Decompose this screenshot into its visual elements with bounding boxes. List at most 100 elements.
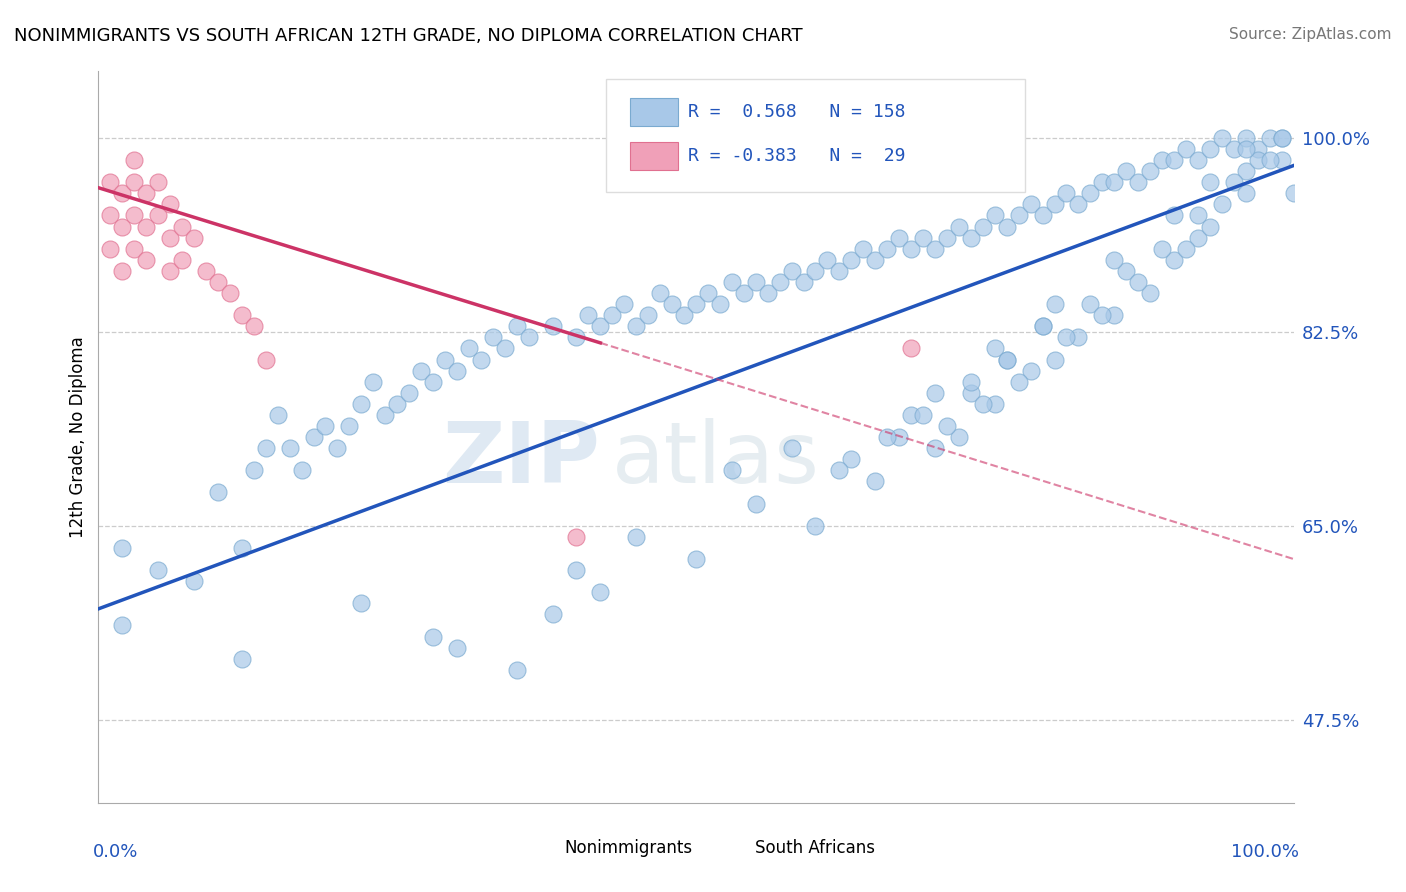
Point bbox=[1271, 131, 1294, 145]
Text: R = -0.383   N =  29: R = -0.383 N = 29 bbox=[688, 147, 905, 165]
Point bbox=[578, 308, 600, 322]
Point bbox=[589, 585, 612, 599]
Text: R =  0.568   N = 158: R = 0.568 N = 158 bbox=[688, 103, 905, 121]
Point bbox=[326, 441, 349, 455]
Point bbox=[1199, 175, 1222, 189]
Point bbox=[1043, 352, 1066, 367]
Point bbox=[1008, 375, 1031, 389]
Point bbox=[411, 363, 433, 377]
Point bbox=[1247, 153, 1270, 167]
Point bbox=[111, 541, 134, 555]
Point bbox=[374, 408, 396, 422]
Point bbox=[231, 651, 253, 665]
Point bbox=[111, 618, 134, 632]
Point bbox=[541, 607, 564, 622]
Point bbox=[768, 275, 790, 289]
Point bbox=[565, 530, 588, 544]
Point bbox=[1187, 153, 1209, 167]
Point bbox=[302, 430, 325, 444]
Point bbox=[506, 319, 529, 334]
Point bbox=[889, 430, 911, 444]
Point bbox=[936, 419, 959, 434]
Point bbox=[148, 209, 170, 223]
Point bbox=[148, 175, 170, 189]
Point bbox=[1271, 131, 1294, 145]
Point bbox=[1091, 308, 1114, 322]
Point bbox=[1282, 186, 1305, 201]
Point bbox=[315, 419, 337, 434]
Point bbox=[685, 552, 707, 566]
Point bbox=[972, 397, 994, 411]
Point bbox=[815, 252, 838, 267]
Point bbox=[1163, 153, 1185, 167]
Point bbox=[984, 342, 1007, 356]
Point bbox=[911, 230, 934, 244]
Point bbox=[1199, 142, 1222, 156]
Text: NONIMMIGRANTS VS SOUTH AFRICAN 12TH GRADE, NO DIPLOMA CORRELATION CHART: NONIMMIGRANTS VS SOUTH AFRICAN 12TH GRAD… bbox=[14, 27, 803, 45]
Point bbox=[1258, 131, 1281, 145]
Point bbox=[159, 197, 181, 211]
Point bbox=[602, 308, 624, 322]
Point bbox=[661, 297, 683, 311]
Point bbox=[709, 297, 731, 311]
Point bbox=[1008, 209, 1031, 223]
Point bbox=[613, 297, 636, 311]
Point bbox=[924, 441, 946, 455]
Point bbox=[900, 408, 922, 422]
Point bbox=[648, 285, 672, 300]
Point bbox=[685, 297, 707, 311]
Point bbox=[1019, 363, 1042, 377]
Point bbox=[183, 230, 205, 244]
Point bbox=[207, 485, 229, 500]
Point bbox=[1223, 142, 1246, 156]
FancyBboxPatch shape bbox=[606, 78, 1025, 192]
Point bbox=[98, 209, 122, 223]
Point bbox=[1032, 319, 1054, 334]
Point bbox=[841, 252, 863, 267]
Point bbox=[1152, 153, 1174, 167]
Point bbox=[1080, 297, 1102, 311]
Point bbox=[135, 252, 157, 267]
Point bbox=[1043, 197, 1066, 211]
Point bbox=[291, 463, 314, 477]
Point bbox=[948, 219, 970, 234]
Point bbox=[780, 441, 803, 455]
Point bbox=[1067, 330, 1090, 344]
Point bbox=[1199, 219, 1222, 234]
Point bbox=[972, 219, 994, 234]
Point bbox=[111, 219, 134, 234]
Point bbox=[254, 441, 277, 455]
Point bbox=[936, 230, 959, 244]
Text: Nonimmigrants: Nonimmigrants bbox=[565, 839, 693, 857]
Point bbox=[98, 175, 122, 189]
Point bbox=[195, 264, 218, 278]
Point bbox=[1234, 131, 1257, 145]
Point bbox=[1139, 285, 1161, 300]
Point bbox=[541, 319, 564, 334]
Point bbox=[1091, 175, 1114, 189]
Point bbox=[159, 230, 181, 244]
Bar bbox=[725, 839, 748, 858]
Point bbox=[148, 563, 170, 577]
Point bbox=[422, 375, 444, 389]
Point bbox=[434, 352, 457, 367]
Point bbox=[183, 574, 205, 589]
Point bbox=[1175, 242, 1198, 256]
Point bbox=[565, 330, 588, 344]
Point bbox=[793, 275, 815, 289]
Point bbox=[98, 242, 122, 256]
Point bbox=[422, 630, 444, 644]
Point bbox=[1019, 197, 1042, 211]
Point bbox=[841, 452, 863, 467]
Point bbox=[852, 242, 875, 256]
Point bbox=[948, 430, 970, 444]
Point bbox=[231, 541, 253, 555]
Point bbox=[697, 285, 720, 300]
Point bbox=[481, 330, 505, 344]
Point bbox=[458, 342, 481, 356]
Point bbox=[1258, 153, 1281, 167]
Point bbox=[828, 264, 851, 278]
Point bbox=[124, 242, 146, 256]
Point bbox=[1056, 186, 1078, 201]
Point bbox=[745, 497, 768, 511]
